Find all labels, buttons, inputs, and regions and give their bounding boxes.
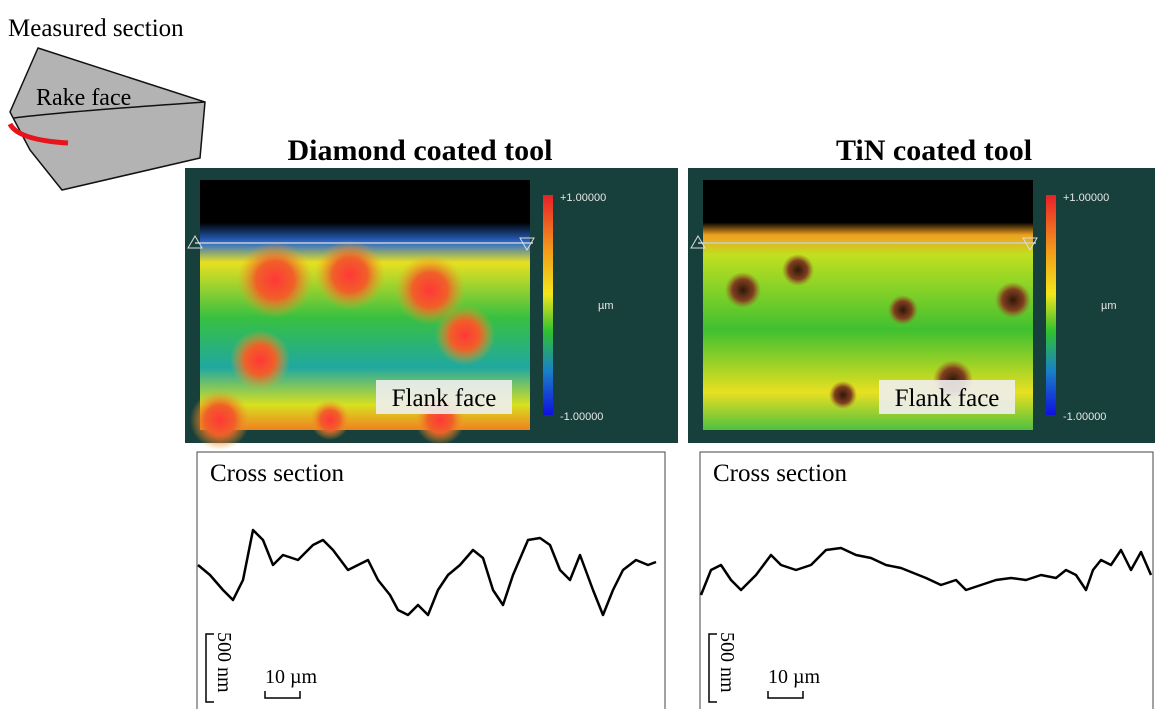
height-spot xyxy=(995,282,1031,318)
height-spot xyxy=(190,390,250,450)
panel: TiN coated tool Flank face +1.00000 µm -1.00… xyxy=(688,134,1155,709)
scale-bar-y xyxy=(206,634,214,702)
figure: Measured section Rake face Diamond coate… xyxy=(0,0,1155,709)
colorbar-min: -1.00000 xyxy=(560,411,603,423)
colorbar-max: +1.00000 xyxy=(560,192,606,204)
profile-line xyxy=(701,548,1151,595)
colorbar-max: +1.00000 xyxy=(1063,192,1109,204)
height-spot xyxy=(237,242,313,318)
tool-shape xyxy=(10,48,205,190)
colorbar-min: -1.00000 xyxy=(1063,411,1106,423)
scale-bar-x xyxy=(265,691,300,698)
image-label: Flank face xyxy=(895,385,1000,412)
height-spot xyxy=(888,295,918,325)
height-spot xyxy=(435,305,495,365)
header-label: Measured section xyxy=(8,15,184,42)
profile-line xyxy=(198,530,656,615)
height-spot xyxy=(782,254,814,286)
image-label: Flank face xyxy=(392,385,497,412)
scale-x-label: 10 µm xyxy=(265,666,318,688)
profile-title: Cross section xyxy=(210,460,345,487)
height-spot xyxy=(230,330,290,390)
scale-y-label: 500 nm xyxy=(213,632,235,693)
height-spot xyxy=(310,400,350,440)
colorbar-unit: µm xyxy=(1101,300,1117,312)
scale-bar-y xyxy=(709,634,717,702)
panel: Diamond coated tool Flank face +1.00000 µm -… xyxy=(185,134,678,709)
scale-x-label: 10 µm xyxy=(768,666,821,688)
color-bar xyxy=(543,195,553,415)
profile-title: Cross section xyxy=(713,460,848,487)
height-spot xyxy=(829,381,857,409)
scale-bar-x xyxy=(768,691,803,698)
scale-y-label: 500 nm xyxy=(716,632,738,693)
height-spot xyxy=(725,272,761,308)
panel-title: TiN coated tool xyxy=(836,134,1032,167)
panel-title: Diamond coated tool xyxy=(288,134,553,167)
color-bar xyxy=(1046,195,1056,415)
tool-label: Rake face xyxy=(36,85,131,111)
colorbar-unit: µm xyxy=(598,300,614,312)
height-spot xyxy=(315,240,385,310)
